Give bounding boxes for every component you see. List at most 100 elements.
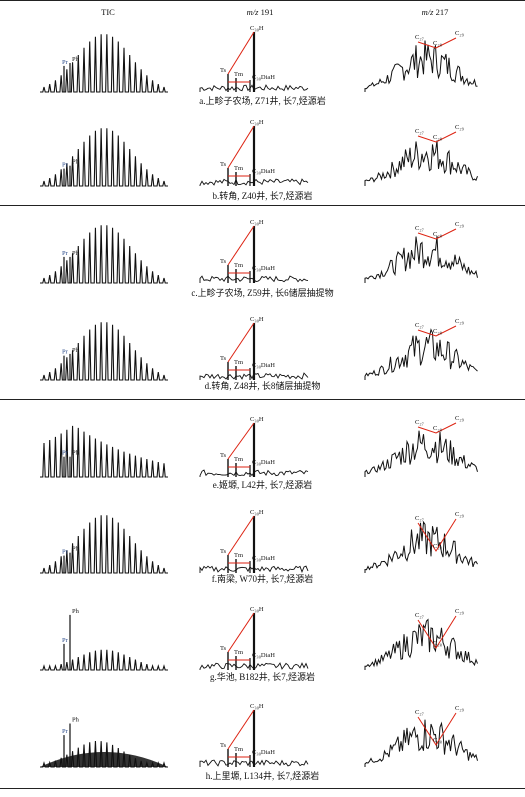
caption-h: h.上里塬, L134井, 长7,烃源岩	[205, 771, 320, 781]
tic-trace	[40, 322, 168, 381]
c27-label: C₂₇	[415, 709, 424, 716]
pr-label: Pr	[62, 250, 69, 257]
c29-label: C₂₉	[455, 124, 464, 131]
c30h-label: C₃₀H	[250, 219, 264, 226]
tic-trace	[40, 425, 168, 478]
m217-trace	[364, 235, 478, 283]
c29-label: C₂₉	[455, 221, 464, 228]
c27-label: C₂₇	[415, 515, 424, 522]
sterane-connector	[417, 325, 457, 337]
m217-trace	[364, 719, 478, 767]
header-tic: TIC	[101, 7, 115, 17]
ts-label: Ts	[220, 645, 227, 652]
ts-label: Ts	[220, 548, 227, 555]
pr-label: Pr	[62, 549, 69, 556]
c28-label: C₂₈	[433, 40, 442, 47]
ph-label: Ph	[72, 717, 80, 724]
m217-trace	[364, 520, 478, 573]
caption-a: a.上畛子农场, Z71井, 长7,烃源岩	[199, 96, 326, 106]
c30h-label: C₃₀H	[250, 25, 264, 32]
c27-label: C₂₇	[415, 419, 424, 426]
c30h-label: C₃₀H	[250, 316, 264, 323]
c30h-label: C₃₀H	[250, 509, 264, 516]
tm-label: Tm	[234, 456, 243, 463]
header-mz191-prefix: m/z	[246, 7, 259, 17]
ts-label: Ts	[220, 452, 227, 459]
ts-label: Ts	[220, 161, 227, 168]
ts-label: Ts	[220, 355, 227, 362]
diahopane-label: C₃₀DiaH	[252, 265, 275, 272]
diahopane-label: C₃₀DiaH	[252, 749, 275, 756]
sterane-connector	[417, 228, 457, 240]
header-mz217-value: 217	[435, 7, 449, 17]
ts-c30-line	[227, 612, 255, 653]
sterane-connector	[417, 37, 457, 49]
header-mz191: m/z 191	[225, 7, 295, 17]
diahopane-label: C₃₀DiaH	[252, 168, 275, 175]
tm-label: Tm	[234, 552, 243, 559]
ts-c30-line	[227, 709, 255, 750]
tm-label: Tm	[234, 359, 243, 366]
pr-label: Pr	[62, 162, 69, 169]
c30h-label: C₃₀H	[250, 416, 264, 423]
c29-label: C₂₉	[455, 608, 464, 615]
sterane-connector	[417, 422, 457, 434]
caption-f: f.南梁, W70井, 长7,烃源岩	[211, 574, 314, 584]
tm-label: Tm	[234, 71, 243, 78]
tic-trace	[40, 225, 168, 284]
c27-label: C₂₇	[415, 612, 424, 619]
sterane-connector	[417, 712, 457, 746]
caption-d: d.转角, Z48井, 长8储层抽提物	[204, 381, 321, 391]
ts-label: Ts	[220, 67, 227, 74]
sterane-connector	[417, 131, 457, 143]
caption-c: c.上畛子农场, Z59井, 长6储层抽提物	[191, 288, 334, 298]
c28-label: C₂₈	[433, 231, 442, 238]
tm-label: Tm	[234, 649, 243, 656]
c29-label: C₂₉	[455, 511, 464, 518]
ucm-hump	[40, 752, 168, 767]
c29-label: C₂₉	[455, 318, 464, 325]
c27-label: C₂₇	[415, 322, 424, 329]
tic-trace	[40, 128, 168, 187]
diahopane-label: C₃₀DiaH	[252, 362, 275, 369]
c27-label: C₂₇	[415, 128, 424, 135]
diahopane-label: C₃₀DiaH	[252, 555, 275, 562]
tic-trace	[40, 515, 168, 574]
pr-label: Pr	[62, 349, 69, 356]
tm-label: Tm	[234, 746, 243, 753]
c28-label: C₂₈	[433, 134, 442, 141]
caption-e: e.姬塬, L42井, 长7,烃源岩	[212, 480, 313, 490]
c28-label: C₂₈	[433, 425, 442, 432]
ph-label: Ph	[72, 608, 80, 615]
sterane-connector	[417, 518, 457, 552]
pr-label: Pr	[62, 728, 69, 735]
c27-label: C₂₇	[415, 34, 424, 41]
m217-trace	[364, 618, 478, 670]
ts-c30-line	[227, 125, 255, 169]
c29-label: C₂₉	[455, 705, 464, 712]
diahopane-label: C₃₀DiaH	[252, 459, 275, 466]
tm-label: Tm	[234, 165, 243, 172]
ph-label: Ph	[72, 546, 80, 553]
pr-label: Pr	[62, 59, 69, 66]
diahopane-label: C₃₀DiaH	[252, 74, 275, 81]
c28-label: C₂₈	[433, 328, 442, 335]
tic-trace	[40, 649, 168, 671]
ts-label: Ts	[220, 742, 227, 749]
pr-label: Pr	[62, 637, 69, 644]
c28-label: C₂₈	[433, 737, 442, 744]
m217-trace	[364, 430, 478, 477]
c28-label: C₂₈	[433, 640, 442, 647]
tic-trace	[40, 34, 168, 93]
caption-g: g.华池, B182井, 长7,烃源岩	[209, 672, 315, 682]
ts-c30-line	[227, 225, 255, 266]
ph-label: Ph	[72, 250, 80, 257]
c28-label: C₂₈	[433, 543, 442, 550]
c30h-label: C₃₀H	[250, 703, 264, 710]
c30h-label: C₃₀H	[250, 119, 264, 126]
pr-label: Pr	[62, 450, 69, 457]
c29-label: C₂₉	[455, 30, 464, 37]
header-mz217: m/z 217	[400, 7, 470, 17]
ts-c30-line	[227, 515, 255, 556]
